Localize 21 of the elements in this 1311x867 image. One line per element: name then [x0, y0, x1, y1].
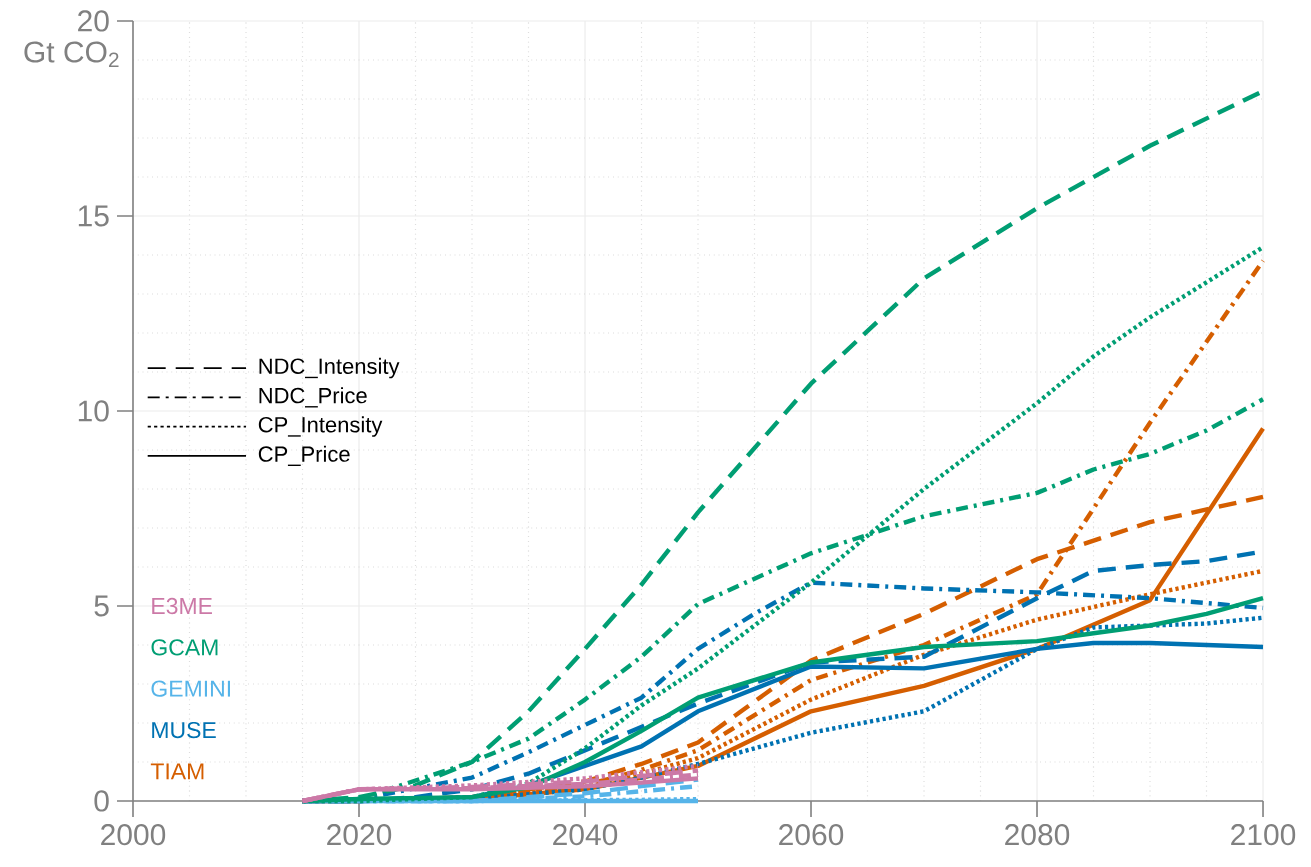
- y-tick-label: 15: [78, 205, 109, 227]
- x-tick-label: 2040: [553, 824, 618, 846]
- y-axis-title: Gt CO$_{2}$: [24, 41, 119, 68]
- text: GCAM: [151, 639, 218, 656]
- y-tick-label: 10: [78, 400, 109, 422]
- text: TIAM: [150, 763, 204, 780]
- text: GEMINI: [151, 680, 231, 697]
- y-tick-label: 0: [94, 790, 109, 812]
- annotation: NDC_Price: [259, 387, 367, 408]
- x-tick-label: 2100: [1231, 824, 1296, 846]
- annotation: CP_Intensity: [258, 416, 383, 437]
- x-tick-label: 2060: [779, 824, 844, 846]
- annotation: NDC_Intensity: [259, 357, 400, 379]
- x-tick-label: 2020: [327, 824, 392, 846]
- annotation: CP_Price: [258, 445, 350, 466]
- x-tick-label: 2000: [101, 824, 166, 846]
- y-tick-label: 20: [78, 10, 109, 32]
- x-tick-label: 2080: [1005, 824, 1070, 846]
- y-tick-label: 5: [94, 595, 109, 617]
- text: E3ME: [152, 597, 212, 615]
- text: MUSE: [152, 721, 216, 739]
